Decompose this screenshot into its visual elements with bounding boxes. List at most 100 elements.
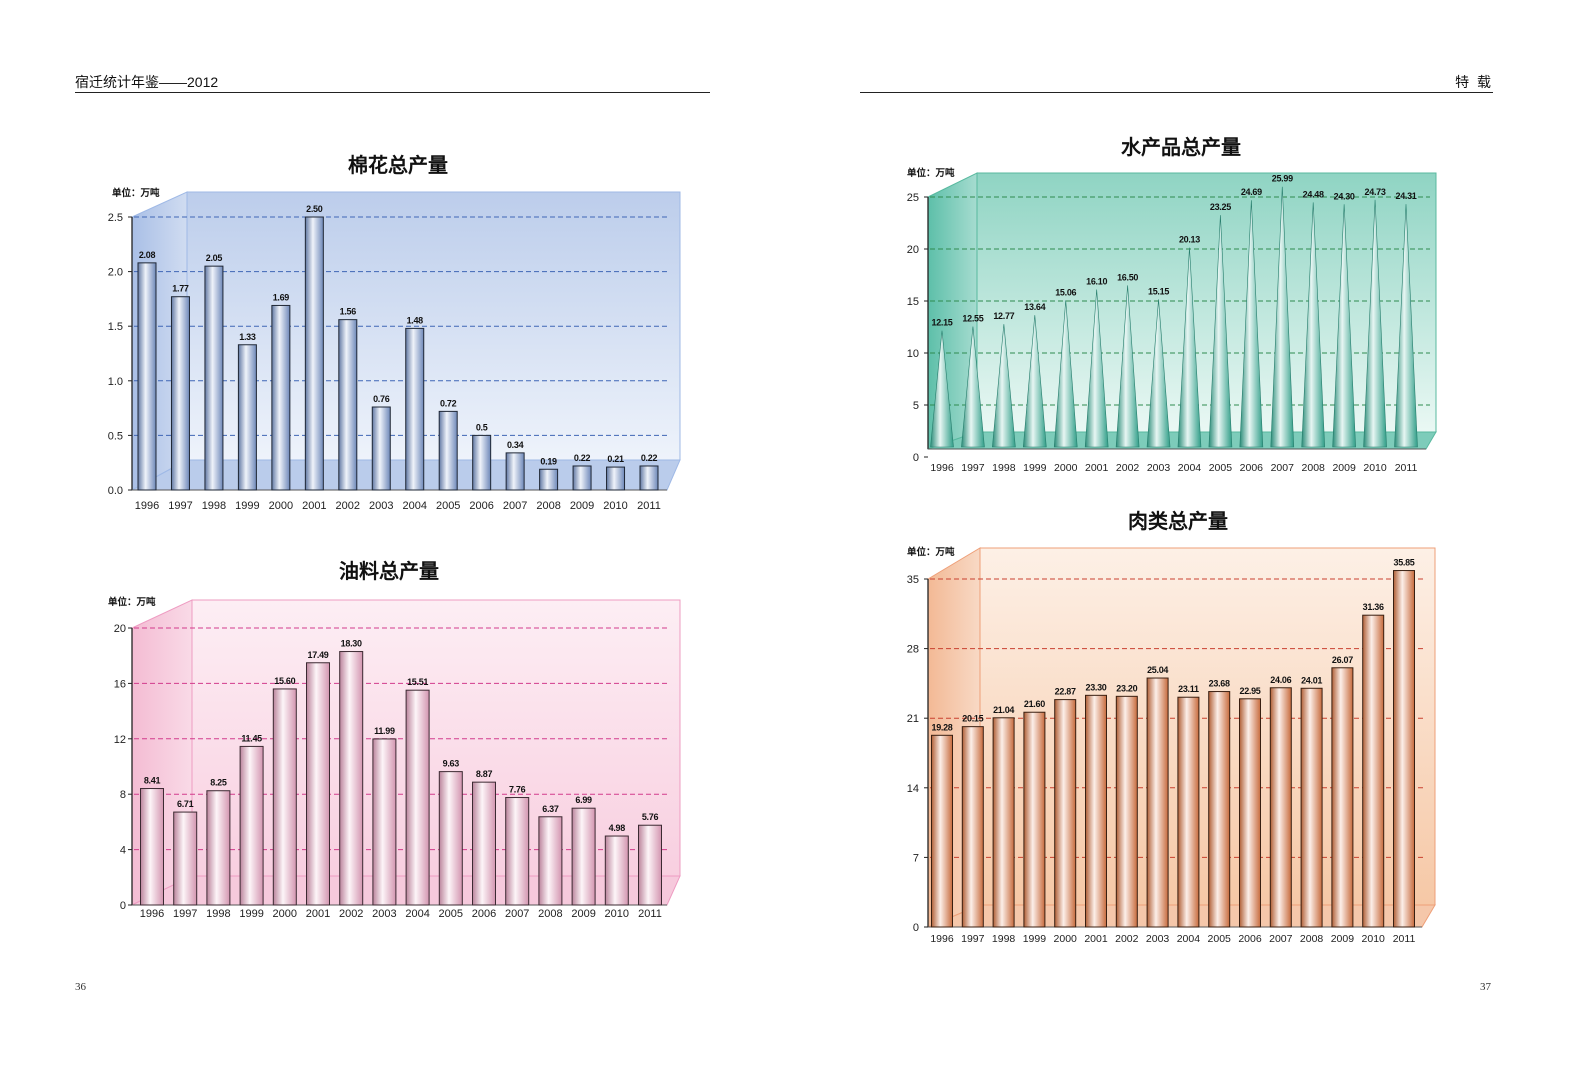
data-label-2008: 6.37 — [542, 804, 559, 814]
data-label-2001: 17.49 — [307, 650, 328, 660]
category-label-2002: 2002 — [1115, 933, 1139, 945]
bar-2009 — [1331, 667, 1354, 928]
y-tick-label: 16 — [114, 678, 126, 690]
category-label-2011: 2011 — [637, 500, 661, 512]
data-label-1998: 2.05 — [206, 253, 223, 263]
category-label-2001: 2001 — [302, 500, 326, 512]
category-label-2008: 2008 — [536, 500, 560, 512]
data-label-2004: 15.51 — [407, 677, 428, 687]
y-tick-label: 0.5 — [108, 430, 123, 442]
y-tick-label: 12 — [114, 734, 126, 746]
data-label-2008: 24.01 — [1301, 675, 1322, 685]
data-label-1996: 19.28 — [931, 722, 952, 732]
bar-2003 — [372, 738, 397, 906]
data-label-2010: 31.36 — [1363, 602, 1384, 612]
category-label-2009: 2009 — [571, 908, 595, 920]
category-label-2002: 2002 — [336, 500, 360, 512]
bar-2004 — [1177, 696, 1200, 928]
data-label-2008: 0.19 — [540, 456, 557, 466]
bar-2000 — [272, 688, 297, 906]
bar-2000 — [1054, 699, 1077, 928]
bar-2001 — [304, 216, 324, 491]
bar-1997 — [170, 296, 190, 491]
category-label-1998: 1998 — [202, 500, 226, 512]
data-label-2011: 0.22 — [641, 453, 658, 463]
aquatic-chart-title: 水产品总产量 — [1121, 135, 1241, 159]
y-tick-label: 35 — [907, 574, 919, 586]
bar-2007 — [505, 452, 525, 491]
data-label-1997: 1.77 — [172, 284, 189, 294]
bar-2002 — [338, 319, 358, 491]
data-label-2002: 16.50 — [1117, 272, 1138, 282]
y-tick-label: 21 — [907, 713, 919, 725]
category-label-2008: 2008 — [1302, 462, 1326, 474]
category-label-2006: 2006 — [1240, 462, 1264, 474]
data-label-1998: 8.25 — [210, 778, 227, 788]
cotton-chart-unit: 单位：万吨 — [112, 187, 160, 199]
cone-1997 — [961, 326, 985, 448]
bar-1996 — [137, 262, 157, 491]
data-label-1997: 12.55 — [962, 313, 983, 323]
y-tick-label: 10 — [907, 348, 919, 360]
y-tick-label: 2.5 — [108, 212, 123, 224]
data-label-2005: 0.72 — [440, 398, 457, 408]
data-label-1997: 20.15 — [962, 714, 983, 724]
category-label-1999: 1999 — [1023, 462, 1047, 474]
data-label-2008: 24.48 — [1303, 189, 1324, 199]
category-label-2006: 2006 — [469, 500, 493, 512]
data-label-2001: 16.10 — [1086, 277, 1107, 287]
y-tick-label: 7 — [913, 852, 919, 864]
data-label-2006: 24.69 — [1241, 187, 1262, 197]
right-page-number: 37 — [1480, 981, 1491, 993]
data-label-2002: 1.56 — [340, 307, 357, 317]
category-label-1996: 1996 — [140, 908, 164, 920]
data-label-1998: 12.77 — [993, 311, 1014, 321]
y-tick-label: 20 — [907, 244, 919, 256]
panel-back-wall — [191, 599, 681, 877]
data-label-2004: 23.11 — [1178, 684, 1199, 694]
bar-2005 — [438, 771, 463, 906]
bar-2006 — [472, 434, 492, 491]
data-label-2001: 23.30 — [1085, 682, 1106, 692]
y-tick-label: 15 — [907, 296, 919, 308]
right-page-header: 特 载 — [1455, 74, 1493, 90]
y-tick-label: 1.5 — [108, 321, 123, 333]
category-label-2007: 2007 — [503, 500, 527, 512]
y-tick-label: 2.0 — [108, 267, 123, 279]
category-label-1997: 1997 — [961, 462, 985, 474]
bar-1997 — [173, 811, 198, 906]
category-label-2001: 2001 — [306, 908, 330, 920]
data-label-2010: 24.73 — [1365, 187, 1386, 197]
cone-2000 — [1053, 300, 1078, 448]
data-label-2003: 15.15 — [1148, 286, 1169, 296]
bar-2007 — [1269, 687, 1292, 928]
bar-2011 — [1393, 570, 1415, 928]
y-tick-label: 28 — [907, 644, 919, 656]
bar-2008 — [1300, 687, 1323, 928]
meat-chart: 0 7 14 21 28 35 19.28 1996 20.15 1997 21.04 1998 21.… — [907, 547, 1436, 945]
category-label-1996: 1996 — [135, 500, 159, 512]
y-tick-label: 0.0 — [108, 485, 123, 497]
bar-2001 — [306, 662, 330, 906]
data-label-2010: 4.98 — [609, 823, 626, 833]
category-label-1996: 1996 — [930, 933, 954, 945]
cone-2004 — [1177, 247, 1202, 448]
y-tick-label: 0 — [913, 922, 919, 934]
category-label-1998: 1998 — [992, 462, 1016, 474]
bar-2002 — [339, 651, 364, 906]
data-label-1996: 2.08 — [139, 250, 156, 260]
data-label-2000: 1.69 — [273, 292, 290, 302]
category-label-1996: 1996 — [930, 462, 954, 474]
category-label-2007: 2007 — [1271, 462, 1295, 474]
data-label-2010: 0.21 — [607, 454, 624, 464]
data-label-2000: 15.60 — [274, 676, 295, 686]
data-label-1999: 1.33 — [239, 332, 256, 342]
y-tick-label: 5 — [913, 400, 919, 412]
cone-2011 — [1394, 204, 1418, 448]
cone-2006 — [1239, 200, 1264, 448]
data-label-2001: 2.50 — [306, 204, 323, 214]
category-label-2008: 2008 — [538, 908, 562, 920]
panel-back-wall — [976, 172, 1437, 433]
bar-2003 — [371, 406, 391, 491]
